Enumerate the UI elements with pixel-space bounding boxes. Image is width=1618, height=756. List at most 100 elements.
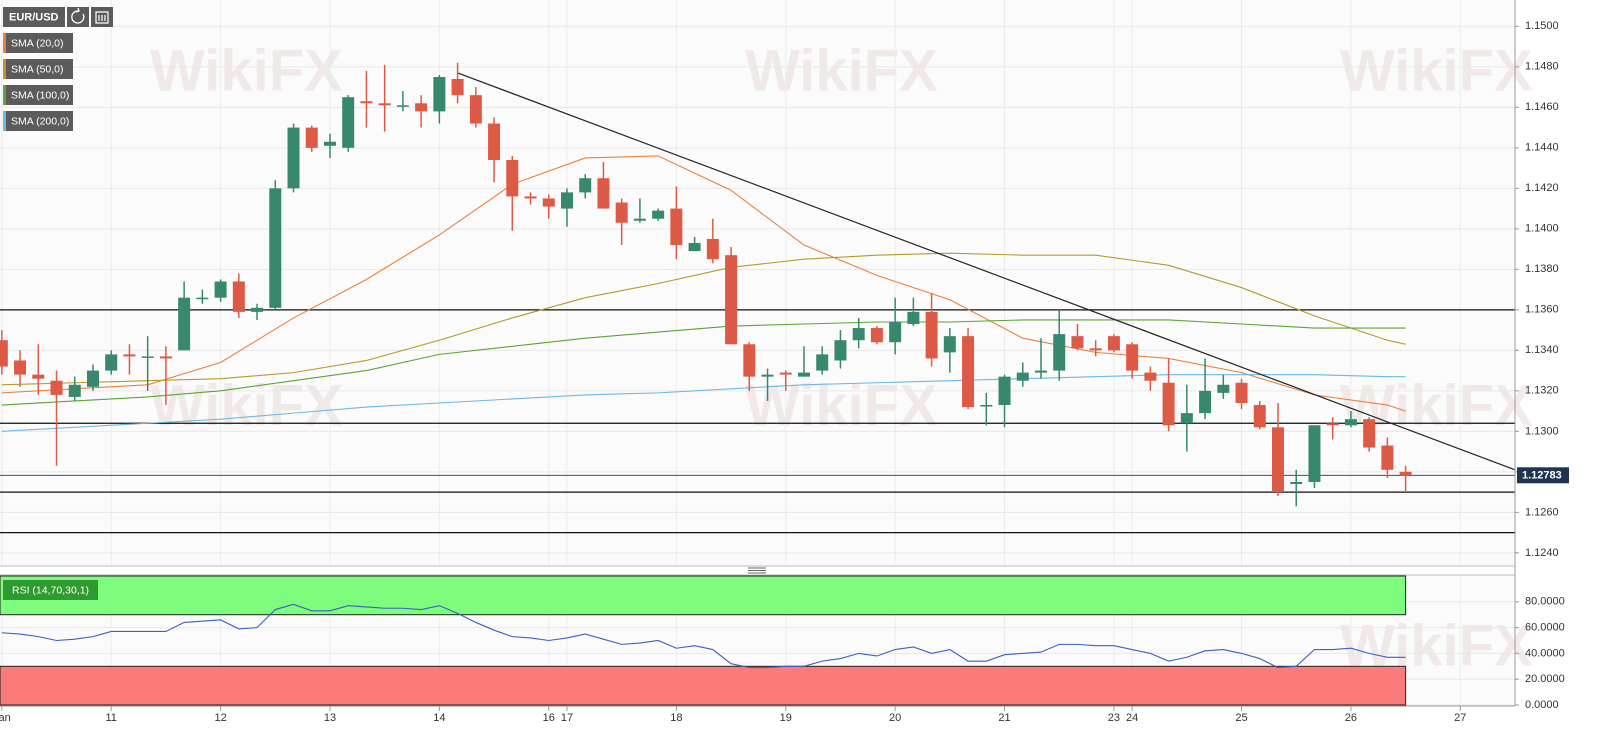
x-tick-label: 19 bbox=[780, 712, 792, 724]
candle-body bbox=[232, 281, 245, 312]
candle-body bbox=[342, 97, 355, 148]
legend-swatch bbox=[3, 85, 6, 105]
candle-body bbox=[141, 356, 154, 358]
candle-body bbox=[506, 159, 519, 197]
candle-body bbox=[1271, 427, 1284, 493]
symbol-box[interactable] bbox=[3, 7, 65, 27]
x-tick-label: 17 bbox=[561, 712, 573, 724]
candle-body bbox=[743, 344, 756, 377]
candle-body bbox=[962, 336, 975, 408]
candle-body bbox=[706, 238, 719, 260]
watermark: WikiFX bbox=[745, 373, 938, 438]
candle-body bbox=[251, 307, 264, 312]
candle-body bbox=[214, 281, 227, 298]
rsi-label: RSI (14,70,30,1) bbox=[12, 584, 89, 596]
candle-body bbox=[542, 198, 555, 207]
candle-body bbox=[797, 372, 810, 377]
resize-handle[interactable] bbox=[748, 567, 766, 574]
candle-body bbox=[1308, 425, 1321, 482]
legend-label: SMA (200,0) bbox=[11, 115, 69, 127]
y-tick-label: 1.1400 bbox=[1525, 223, 1559, 235]
legend-box bbox=[3, 111, 73, 131]
candle-body bbox=[360, 101, 373, 104]
candle-body bbox=[761, 374, 774, 377]
candle-body bbox=[1089, 348, 1102, 351]
settings-icon bbox=[95, 11, 109, 24]
legend-swatch bbox=[3, 33, 6, 53]
candle-body bbox=[1290, 481, 1303, 484]
candle-body bbox=[433, 76, 446, 112]
legend-label: SMA (100,0) bbox=[11, 89, 69, 101]
x-tick-label: 16 bbox=[543, 712, 555, 724]
candle-body bbox=[415, 103, 428, 112]
candle-body bbox=[451, 78, 464, 96]
y-tick-label: 1.1420 bbox=[1525, 182, 1559, 194]
y-tick-label: 60.0000 bbox=[1525, 622, 1565, 634]
candle-body bbox=[105, 354, 118, 371]
candle-body bbox=[323, 141, 336, 146]
y-tick-label: 1.1320 bbox=[1525, 385, 1559, 397]
candle-body bbox=[1381, 445, 1394, 470]
candle-body bbox=[688, 243, 701, 252]
rsi-band bbox=[0, 665, 1407, 706]
rsi-band bbox=[0, 575, 1407, 616]
x-tick-label: 26 bbox=[1345, 712, 1357, 724]
candle-body bbox=[1199, 390, 1212, 414]
candle-body bbox=[1180, 413, 1193, 424]
candle-body bbox=[524, 196, 537, 199]
candle-body bbox=[579, 178, 592, 193]
candle-body bbox=[1399, 471, 1412, 476]
x-tick-label: 13 bbox=[324, 712, 336, 724]
plot bbox=[0, 62, 1516, 706]
x-tick-label: 12 bbox=[214, 712, 226, 724]
watermark: WikiFX bbox=[1340, 38, 1533, 103]
candle-body bbox=[652, 210, 665, 219]
watermark: WikiFX bbox=[150, 373, 343, 438]
x-tick-label: 23 bbox=[1108, 712, 1120, 724]
candle-body bbox=[907, 311, 920, 325]
rsi-label-box bbox=[3, 580, 98, 600]
candle-body bbox=[852, 328, 865, 341]
watermark: WikiFX bbox=[150, 38, 343, 103]
candle-body bbox=[1235, 382, 1248, 403]
y-tick-label: 1.1500 bbox=[1525, 20, 1559, 32]
watermark: WikiFX bbox=[745, 38, 938, 103]
legend-swatch bbox=[3, 59, 6, 79]
candle-body bbox=[1217, 384, 1230, 393]
legend-label: SMA (20,0) bbox=[11, 37, 64, 49]
refresh-button[interactable] bbox=[67, 7, 89, 27]
candle-body bbox=[670, 208, 683, 246]
candle-body bbox=[998, 376, 1011, 406]
y-tick-label: 1.1380 bbox=[1525, 263, 1559, 275]
x-tick-label: 27 bbox=[1454, 712, 1466, 724]
candle-body bbox=[1126, 344, 1139, 371]
candle-body bbox=[469, 95, 482, 124]
candle-body bbox=[1016, 372, 1029, 381]
candle-body bbox=[1107, 336, 1120, 351]
candle-body bbox=[633, 218, 646, 221]
candle-body bbox=[1053, 334, 1066, 371]
x-tick-label: 24 bbox=[1126, 712, 1138, 724]
candle-body bbox=[889, 321, 902, 343]
x-tick-label: 14 bbox=[433, 712, 445, 724]
y-tick-label: 0.0000 bbox=[1525, 699, 1559, 711]
y-tick-label: 80.0000 bbox=[1525, 596, 1565, 608]
y-tick-label: 1.1480 bbox=[1525, 61, 1559, 73]
candle-body bbox=[396, 105, 409, 107]
legend-swatch bbox=[3, 111, 6, 131]
x-tick-label: 20 bbox=[889, 712, 901, 724]
y-tick-label: 1.1240 bbox=[1525, 547, 1559, 559]
candle-body bbox=[86, 370, 99, 387]
candle-body bbox=[834, 340, 847, 361]
candle-body bbox=[615, 202, 628, 223]
candle-body bbox=[597, 178, 610, 209]
y-tick-label: 1.1300 bbox=[1525, 425, 1559, 437]
candle-body bbox=[1071, 336, 1084, 349]
candle-body bbox=[1253, 405, 1266, 428]
candle-body bbox=[1344, 419, 1357, 426]
y-tick-label: 1.1340 bbox=[1525, 344, 1559, 356]
candle-body bbox=[50, 380, 63, 395]
x-tick-label: 11 bbox=[105, 712, 116, 724]
candle-body bbox=[159, 356, 172, 359]
